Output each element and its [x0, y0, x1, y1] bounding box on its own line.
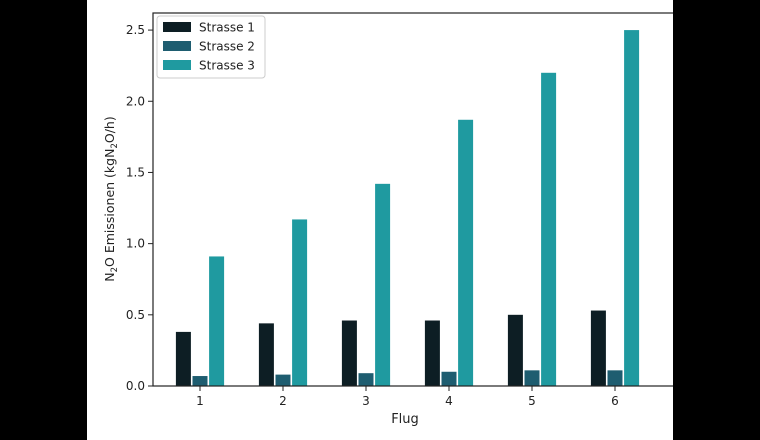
x-tick-label: 5 [528, 394, 536, 408]
bar-series-3-cat-3 [375, 183, 391, 386]
legend-label-3: Strasse 3 [199, 59, 255, 73]
y-tick-label: 2.0 [126, 94, 145, 108]
x-tick-label: 1 [196, 394, 204, 408]
y-tick-label: 0.0 [126, 379, 145, 393]
legend-swatch-2 [163, 41, 191, 51]
x-tick-label: 6 [611, 394, 619, 408]
y-axis: 0.0 0.5 1.0 1.5 2.0 2.5 [126, 23, 153, 393]
y-axis-label: N2O Emissionen (kgN2O/h) [102, 116, 120, 281]
bar-series-2-cat-2 [275, 374, 291, 386]
chart-figure: 0.0 0.5 1.0 1.5 2.0 2.5 1 2 3 4 5 6 Flug N2O Emiss… [87, 0, 673, 440]
bar-series-2-cat-3 [358, 373, 374, 386]
y-tick-label: 1.5 [126, 165, 145, 179]
bar-series-1-cat-1 [175, 331, 191, 386]
bar-series-2-cat-5 [524, 370, 540, 386]
legend-label-1: Strasse 1 [199, 21, 255, 35]
legend: Strasse 1 Strasse 2 Strasse 3 [156, 15, 266, 79]
bar-series-1-cat-2 [258, 323, 274, 386]
legend-swatch-1 [163, 22, 191, 32]
bar-series-1-cat-3 [341, 320, 357, 386]
bar-series-3-cat-4 [458, 119, 474, 386]
x-axis: 1 2 3 4 5 6 [196, 386, 619, 408]
y-tick-label: 0.5 [126, 308, 145, 322]
x-axis-label: Flug [391, 412, 419, 427]
bar-series-3-cat-5 [541, 72, 557, 387]
bar-series-3-cat-1 [209, 256, 225, 386]
bar-series-2-cat-4 [441, 371, 457, 386]
bars-layer [175, 30, 640, 387]
bar-series-1-cat-5 [507, 314, 523, 386]
x-tick-label: 2 [279, 394, 287, 408]
bar-series-3-cat-2 [292, 219, 308, 386]
bar-series-2-cat-6 [607, 370, 623, 386]
y-tick-label: 2.5 [126, 23, 145, 37]
bar-series-1-cat-6 [590, 310, 606, 386]
y-tick-label: 1.0 [126, 237, 145, 251]
x-tick-label: 4 [445, 394, 453, 408]
bar-series-2-cat-1 [192, 376, 208, 386]
legend-label-2: Strasse 2 [199, 40, 255, 54]
x-tick-label: 3 [362, 394, 370, 408]
bar-chart: 0.0 0.5 1.0 1.5 2.0 2.5 1 2 3 4 5 6 Flug N2O Emiss… [102, 12, 673, 427]
plot-frame [152, 12, 673, 387]
bar-series-3-cat-6 [624, 30, 640, 386]
bar-series-1-cat-4 [424, 320, 440, 386]
legend-swatch-3 [163, 60, 191, 70]
